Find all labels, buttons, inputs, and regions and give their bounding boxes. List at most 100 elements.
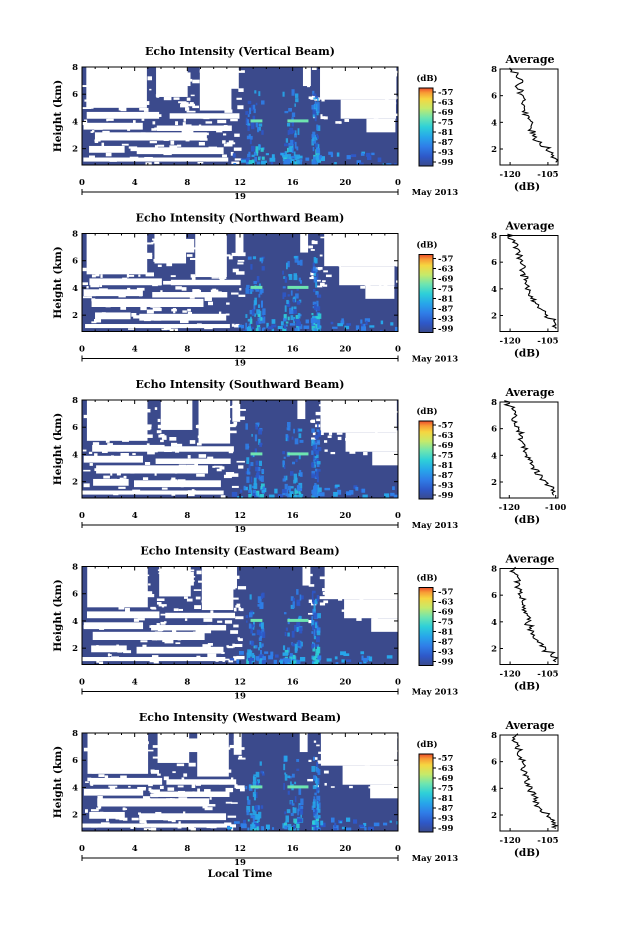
x-tick-label: 12 bbox=[234, 345, 246, 355]
profile-title: Average bbox=[504, 553, 554, 566]
x-tick-label: 16 bbox=[287, 345, 299, 355]
heatmap bbox=[82, 733, 398, 831]
y-tick-label: 6 bbox=[72, 257, 78, 267]
x-tick-label: 0 bbox=[79, 511, 85, 521]
colorbar-tick-label: -87 bbox=[438, 638, 453, 648]
profile-x-tick-label: -120 bbox=[499, 337, 520, 347]
x-tick-label: 20 bbox=[339, 178, 351, 188]
date-label: May 2013 bbox=[412, 854, 459, 864]
x-tick-label: 8 bbox=[184, 678, 190, 688]
colorbar-unit: (dB) bbox=[416, 739, 437, 750]
colorbar-tick-label: -99 bbox=[438, 158, 453, 168]
colorbar bbox=[418, 753, 434, 833]
profile-y-tick-label: 2 bbox=[491, 811, 497, 821]
colorbar-tick-label: -63 bbox=[438, 98, 453, 108]
heatmap bbox=[82, 566, 398, 665]
y-tick-label: 2 bbox=[72, 145, 78, 155]
profile-line bbox=[507, 233, 557, 329]
x-tick-label: 8 bbox=[184, 511, 190, 521]
x-tick-label: 0 bbox=[395, 345, 401, 355]
colorbar-tick-label: -81 bbox=[438, 794, 453, 804]
profile-x-tick-label: -120 bbox=[499, 503, 520, 513]
profile-y-tick-label: 2 bbox=[491, 312, 497, 322]
profile-frame bbox=[499, 734, 559, 832]
colorbar-unit: (dB) bbox=[416, 573, 437, 584]
x-tick-label: 20 bbox=[339, 511, 351, 521]
colorbar-tick-label: -57 bbox=[438, 255, 453, 265]
colorbar-tick-label: -75 bbox=[438, 618, 453, 628]
panel-2: Echo Intensity (Northward Beam) 2 4 6 8 0 4 8 12… bbox=[52, 212, 559, 369]
profile-x-label: (dB) bbox=[514, 681, 540, 693]
x-tick-label: 16 bbox=[287, 844, 299, 854]
colorbar-unit: (dB) bbox=[416, 406, 437, 417]
y-tick-label: 4 bbox=[72, 450, 78, 460]
profile-frame bbox=[499, 68, 559, 166]
profile-x-tick-label: -100 bbox=[545, 503, 566, 513]
y-tick-label: 8 bbox=[72, 63, 78, 73]
colorbar-tick-label: -81 bbox=[438, 628, 453, 638]
profile-y-tick-label: 4 bbox=[491, 618, 497, 628]
profile-y-tick-label: 4 bbox=[491, 784, 497, 794]
profile-y-tick-label: 8 bbox=[491, 65, 497, 75]
profile-y-tick-label: 8 bbox=[491, 398, 497, 408]
profile-y-tick-label: 2 bbox=[491, 478, 497, 488]
profile-line bbox=[508, 566, 559, 663]
profile-line bbox=[503, 400, 556, 496]
y-tick-label: 8 bbox=[72, 729, 78, 739]
colorbar-tick-label: -63 bbox=[438, 764, 453, 774]
profile-title: Average bbox=[504, 220, 554, 233]
colorbar-tick-label: -93 bbox=[438, 648, 453, 658]
x-tick-label: 20 bbox=[339, 844, 351, 854]
y-tick-label: 8 bbox=[72, 396, 78, 406]
profile-x-tick-label: -120 bbox=[499, 670, 520, 680]
x-tick-label: 12 bbox=[234, 844, 246, 854]
x-tick-label: 12 bbox=[234, 678, 246, 688]
colorbar-tick-label: -99 bbox=[438, 824, 453, 834]
x-tick-label: 16 bbox=[287, 178, 299, 188]
colorbar bbox=[418, 254, 434, 333]
profile-x-label: (dB) bbox=[514, 847, 540, 859]
profile-y-tick-label: 6 bbox=[491, 92, 497, 102]
colorbar-tick-label: -63 bbox=[438, 265, 453, 275]
colorbar-tick-label: -57 bbox=[438, 88, 453, 98]
x-tick-label: 0 bbox=[395, 678, 401, 688]
y-tick-label: 2 bbox=[72, 478, 78, 488]
panel-title: Echo Intensity (Westward Beam) bbox=[139, 711, 341, 724]
panel-title: Echo Intensity (Vertical Beam) bbox=[145, 45, 335, 58]
profile-x-tick-label: -120 bbox=[499, 170, 520, 180]
colorbar-tick-label: -63 bbox=[438, 431, 453, 441]
y-tick-label: 2 bbox=[72, 311, 78, 321]
colorbar-tick-label: -75 bbox=[438, 784, 453, 794]
x-tick-label: 0 bbox=[79, 345, 85, 355]
y-tick-label: 6 bbox=[72, 423, 78, 433]
profile-y-tick-label: 6 bbox=[491, 591, 497, 601]
profile-frame bbox=[499, 235, 559, 332]
date-label: May 2013 bbox=[412, 188, 459, 198]
day-label: 19 bbox=[234, 858, 246, 868]
y-tick-label: 8 bbox=[72, 230, 78, 240]
x-tick-label: 20 bbox=[339, 345, 351, 355]
profile-x-tick-label: -105 bbox=[537, 670, 558, 680]
x-tick-label: 0 bbox=[79, 678, 85, 688]
colorbar-tick-label: -57 bbox=[438, 588, 453, 598]
date-label: May 2013 bbox=[412, 521, 459, 531]
colorbar-tick-label: -57 bbox=[438, 421, 453, 431]
x-tick-label: 16 bbox=[287, 511, 299, 521]
y-tick-label: 6 bbox=[72, 90, 78, 100]
profile-line bbox=[511, 733, 559, 829]
panel-title: Echo Intensity (Eastward Beam) bbox=[140, 545, 339, 558]
y-axis-label: Height (km) bbox=[52, 80, 64, 152]
profile-x-tick-label: -105 bbox=[537, 337, 558, 347]
colorbar-unit: (dB) bbox=[416, 73, 437, 84]
y-tick-label: 4 bbox=[72, 117, 78, 127]
profile-title: Average bbox=[504, 386, 554, 399]
x-tick-label: 12 bbox=[234, 511, 246, 521]
x-tick-label: 16 bbox=[287, 678, 299, 688]
colorbar-tick-label: -81 bbox=[438, 461, 453, 471]
profile-x-label: (dB) bbox=[514, 181, 540, 193]
profile-x-tick-label: -105 bbox=[537, 836, 558, 846]
x-tick-label: 8 bbox=[184, 844, 190, 854]
day-label: 19 bbox=[234, 692, 246, 702]
date-label: May 2013 bbox=[412, 688, 459, 698]
colorbar-tick-label: -75 bbox=[438, 451, 453, 461]
